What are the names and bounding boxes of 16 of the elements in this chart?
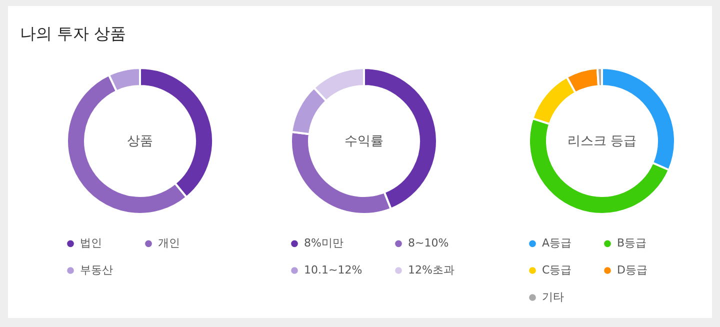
legend-label: 12%초과 xyxy=(408,264,454,276)
legend-label: C등급 xyxy=(542,264,572,276)
legend-label: A등급 xyxy=(542,236,572,250)
legend-label: D등급 xyxy=(617,264,648,276)
legend-label: 8~10% xyxy=(408,236,449,250)
legend-label: 8%미만 xyxy=(304,236,344,250)
text: 리스크 등급 xyxy=(567,134,637,149)
legend-label: 개인 xyxy=(158,236,180,250)
legend-label: 10.1~12% xyxy=(304,264,362,276)
legend-label: 법인 xyxy=(80,236,102,250)
legend-label: 기타 xyxy=(542,290,564,304)
legend-label: B등급 xyxy=(617,236,647,250)
legend-label: 부동산 xyxy=(80,264,113,276)
text: 나의 투자 상품 xyxy=(20,24,126,45)
text: 상품 xyxy=(127,134,153,149)
text: 수익률 xyxy=(344,134,384,149)
